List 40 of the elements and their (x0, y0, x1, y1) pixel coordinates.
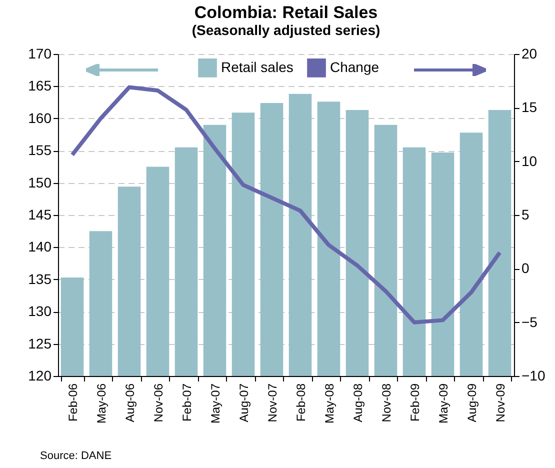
y-tick-label: 135 (28, 270, 52, 287)
legend-label: Change (330, 58, 380, 75)
y-tick-label: 150 (28, 174, 52, 190)
x-tick-label: Feb-09 (408, 383, 422, 422)
x-tick-label: Nov-07 (265, 383, 280, 422)
line-series (70, 85, 502, 324)
y-tick-label: 140 (28, 238, 52, 255)
source-note: Source: DANE (40, 450, 112, 462)
x-tick-label: Nov-06 (151, 383, 166, 422)
y2-tick-label: 15 (522, 99, 538, 116)
x-tick-label: May-07 (208, 383, 222, 424)
x-tick-label: Nov-08 (379, 383, 394, 422)
y-tick-label: 125 (28, 335, 52, 352)
y2-tick-label: 20 (522, 46, 538, 62)
x-tick-label: Feb-08 (294, 383, 308, 422)
y-tick-label: 160 (28, 110, 52, 126)
y2-tick-label: −5 (522, 314, 538, 330)
y-tick-label: 145 (28, 206, 52, 222)
x-tick-label: Nov-09 (493, 383, 508, 422)
x-tick-label: Feb-06 (66, 383, 80, 422)
y2-tick-label: −10 (522, 368, 546, 384)
x-tick-label: Feb-07 (180, 383, 194, 422)
x-tick-label: May-06 (94, 383, 108, 424)
y-tick-label: 170 (28, 46, 52, 62)
y2-tick-label: 0 (522, 260, 530, 276)
x-tick-label: Aug-07 (236, 383, 251, 422)
y2-tick-label: 10 (522, 152, 538, 169)
y-tick-label: 165 (28, 78, 52, 94)
y-tick-label: 130 (28, 303, 52, 320)
x-tick-label: May-09 (436, 383, 450, 424)
x-tick-label: Aug-06 (122, 383, 137, 422)
chart-title: Colombia: Retail Sales (194, 3, 378, 22)
legend-label: Retail sales (221, 58, 294, 75)
chart-subtitle: (Seasonally adjusted series) (192, 22, 380, 38)
x-tick-label: Aug-09 (464, 383, 479, 422)
y-tick-label: 155 (28, 142, 52, 158)
y-tick-label: 120 (28, 368, 52, 384)
x-tick-label: May-08 (322, 383, 336, 424)
y2-tick-label: 5 (522, 206, 530, 222)
x-tick-label: Aug-08 (350, 383, 365, 422)
